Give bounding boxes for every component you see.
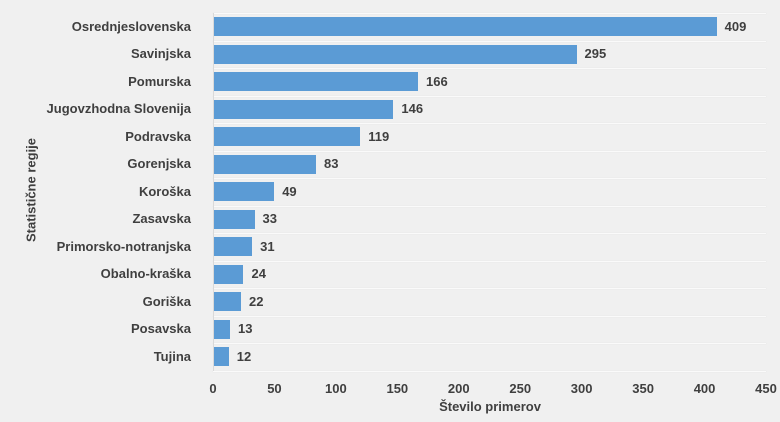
bar-value-label: 166 [425,73,448,89]
bar [214,347,229,367]
bar-value-label: 12 [236,348,252,364]
category-label: Primorsko-notranjska [56,238,191,254]
gridline [213,370,766,372]
category-label: Posavska [131,321,191,337]
bar [214,72,418,92]
category-label: Jugovzhodna Slovenija [46,101,191,117]
bar-value-label: 295 [584,46,607,62]
gridline [213,260,766,262]
category-label: Obalno-kraška [100,266,191,282]
bar [214,292,242,312]
bar [214,127,361,147]
x-tick-label: 300 [570,381,593,396]
x-tick-label: 0 [209,381,217,396]
gridline [213,288,766,289]
category-label: Gorenjska [127,156,191,172]
bar [214,209,255,229]
bar [214,264,244,284]
gridline [213,343,766,344]
x-tick-label: 100 [325,381,347,396]
bar-value-label: 24 [251,266,266,282]
bar-value-label: 49 [282,183,297,199]
gridline [213,315,766,317]
category-label: Goriška [142,293,191,309]
x-axis-title: Število primerov [439,399,541,414]
bar-value-label: 409 [724,18,747,34]
gridline [213,40,766,42]
x-tick-label: 200 [447,381,470,396]
gridline [213,178,766,179]
gridline [213,68,766,69]
bar-value-label: 31 [260,238,275,254]
x-tick-label: 250 [509,381,532,396]
gridline [213,95,766,97]
bar [214,319,230,339]
bar-value-label: 22 [249,293,264,309]
x-tick-label: 50 [267,381,282,396]
x-tick-label: 450 [755,381,777,396]
bar-value-label: 146 [401,101,424,117]
bar-value-label: 83 [323,156,339,172]
category-label: Zasavska [132,211,191,227]
bar [214,99,394,119]
bar [214,154,316,174]
y-axis-line [213,13,214,371]
bar-value-label: 119 [368,128,390,144]
bar [214,17,717,37]
bar [214,237,253,257]
bar-value-label: 13 [237,321,253,337]
category-label: Tujina [153,348,191,364]
gridline [213,13,766,14]
bar-value-label: 33 [262,211,278,227]
category-label: Podravska [125,128,191,144]
category-label: Koroška [138,183,191,199]
gridline [213,233,766,234]
category-label: Pomurska [128,73,191,89]
x-tick-label: 350 [632,381,654,396]
x-tick-label: 400 [693,381,716,396]
x-tick-label: 150 [386,381,409,396]
gridline [213,150,766,152]
bar [214,44,577,64]
category-label: Osrednjeslovenska [71,18,191,34]
gridline [213,123,766,124]
category-label: Savinjska [131,46,191,62]
gridline [213,205,766,207]
bar [214,182,275,202]
